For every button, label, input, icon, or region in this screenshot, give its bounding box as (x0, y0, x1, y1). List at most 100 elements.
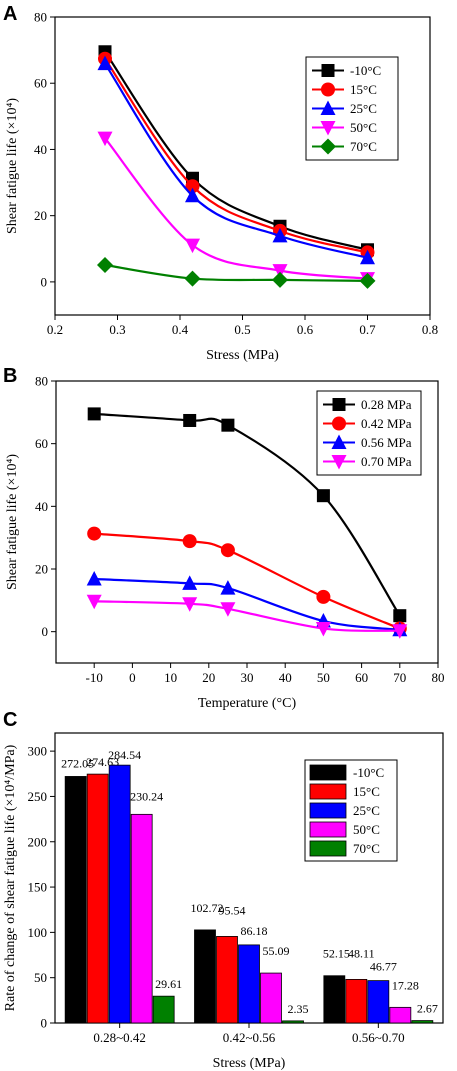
x-tick-label: 0.6 (297, 322, 314, 337)
series-line (104, 137, 368, 280)
legend-marker (331, 455, 347, 470)
y-tick-label: 0 (42, 624, 49, 639)
legend-marker (320, 100, 336, 115)
legend-label: 50°C (350, 120, 377, 135)
series-line (94, 577, 400, 631)
bar-15-c (345, 979, 368, 1024)
series-70-c (97, 257, 376, 289)
bar-15-c (216, 936, 238, 1024)
y-tick-label: 60 (35, 436, 48, 451)
legend-label: -10°C (350, 63, 381, 78)
data-point (185, 238, 200, 254)
data-point (272, 264, 288, 279)
x-tick-label: 0.42~0.56 (223, 1030, 276, 1045)
x-tick-label: 0.8 (422, 322, 438, 337)
legend-label: -10°C (353, 765, 384, 780)
data-point (315, 622, 331, 637)
chart-b: -10 0 10 20 30 40 50 60 70 80 0 20 40 60 80 Temperature… (5, 374, 445, 712)
data-label: 55.09 (263, 944, 290, 958)
data-point (185, 179, 200, 194)
data-point (392, 624, 408, 639)
y-tick-label: 40 (35, 499, 48, 514)
data-point (97, 131, 113, 147)
legend-swatch (309, 783, 347, 800)
x-tick-label: 0.2 (47, 322, 63, 337)
bar-10-c (194, 929, 216, 1024)
y-axis-label: Rate of change of shear fatigue life (×1… (3, 744, 18, 1011)
x-axis-label: Temperature (°C) (198, 696, 297, 711)
x-tick-label: 0.3 (109, 322, 125, 337)
legend-label: 70°C (353, 841, 380, 856)
legend-marker (332, 416, 346, 431)
x-axis-label: Stress (MPa) (206, 348, 279, 363)
data-point (360, 249, 375, 265)
y-tick-label: 40 (34, 142, 47, 157)
series-line (104, 58, 368, 254)
legend-label: 0.42 MPa (361, 416, 412, 431)
data-point (221, 418, 235, 432)
x-tick-label: 0.7 (359, 322, 376, 337)
y-tick-label: 60 (34, 76, 47, 91)
legend-label: 25°C (350, 101, 377, 116)
y-tick-label: 20 (35, 562, 48, 577)
x-tick-label: 40 (279, 670, 292, 685)
x-tick-label: 50 (317, 670, 330, 685)
data-point (97, 55, 113, 71)
data-point (87, 407, 101, 421)
y-axis-label: Shear fatigue life (×10⁴) (5, 454, 20, 590)
bar-25-c (238, 944, 260, 1024)
x-axis-label: Stress (MPa) (213, 1056, 286, 1071)
series-0-28-mpa (87, 407, 407, 623)
legend-marker (331, 434, 347, 449)
series-0-56-mpa (86, 571, 408, 637)
y-tick-label: 0 (41, 274, 48, 289)
data-label: 230.24 (130, 789, 163, 803)
x-tick-label: 80 (432, 670, 445, 685)
bar-50-c (130, 813, 153, 1024)
panel-label-a: A (3, 3, 17, 25)
legend-label: 0.70 MPa (361, 454, 412, 469)
y-tick-label: 200 (28, 834, 48, 849)
data-label: 102.72 (191, 901, 224, 915)
data-point (359, 272, 376, 289)
y-axis-label: Shear fatigue life (×10⁴) (5, 98, 20, 234)
x-tick-label: -10 (86, 670, 103, 685)
x-tick-label: 0 (129, 670, 136, 685)
bar-10-c (323, 975, 346, 1024)
bar-50-c (260, 972, 282, 1024)
x-tick-label: 0.28~0.42 (93, 1030, 146, 1045)
legend: -10°C 15°C 25°C 50°C 70°C (305, 56, 399, 161)
legend-marker (321, 64, 335, 77)
legend-marker (320, 121, 336, 136)
y-tick-label: 0 (41, 1016, 48, 1031)
data-label: 52.15 (323, 947, 350, 961)
data-label: 86.18 (241, 924, 268, 938)
x-tick-label: 30 (241, 670, 254, 685)
bar-25-c (367, 980, 390, 1024)
chart-c: 0501001502002503000.28~0.42272.05274.632… (3, 732, 444, 1071)
data-point (97, 257, 113, 274)
data-label: 17.28 (392, 978, 419, 992)
y-tick-label: 20 (34, 208, 47, 223)
data-point (182, 597, 198, 612)
data-point (220, 543, 235, 558)
bar-70-c (282, 1020, 304, 1024)
data-point (87, 526, 102, 541)
data-label: 29.61 (155, 977, 182, 991)
panel-label-b: B (3, 365, 17, 387)
y-tick-label: 80 (34, 10, 47, 25)
data-point (316, 589, 331, 604)
series-line (104, 63, 368, 259)
legend-label: 15°C (353, 784, 380, 799)
data-point (183, 413, 197, 427)
y-tick-label: 250 (28, 789, 48, 804)
series-line (104, 51, 368, 251)
legend-marker (320, 138, 336, 155)
bar-70-c (152, 995, 175, 1024)
data-label: 46.77 (370, 960, 397, 974)
legend-label: 50°C (353, 822, 380, 837)
y-tick-label: 100 (28, 925, 48, 940)
